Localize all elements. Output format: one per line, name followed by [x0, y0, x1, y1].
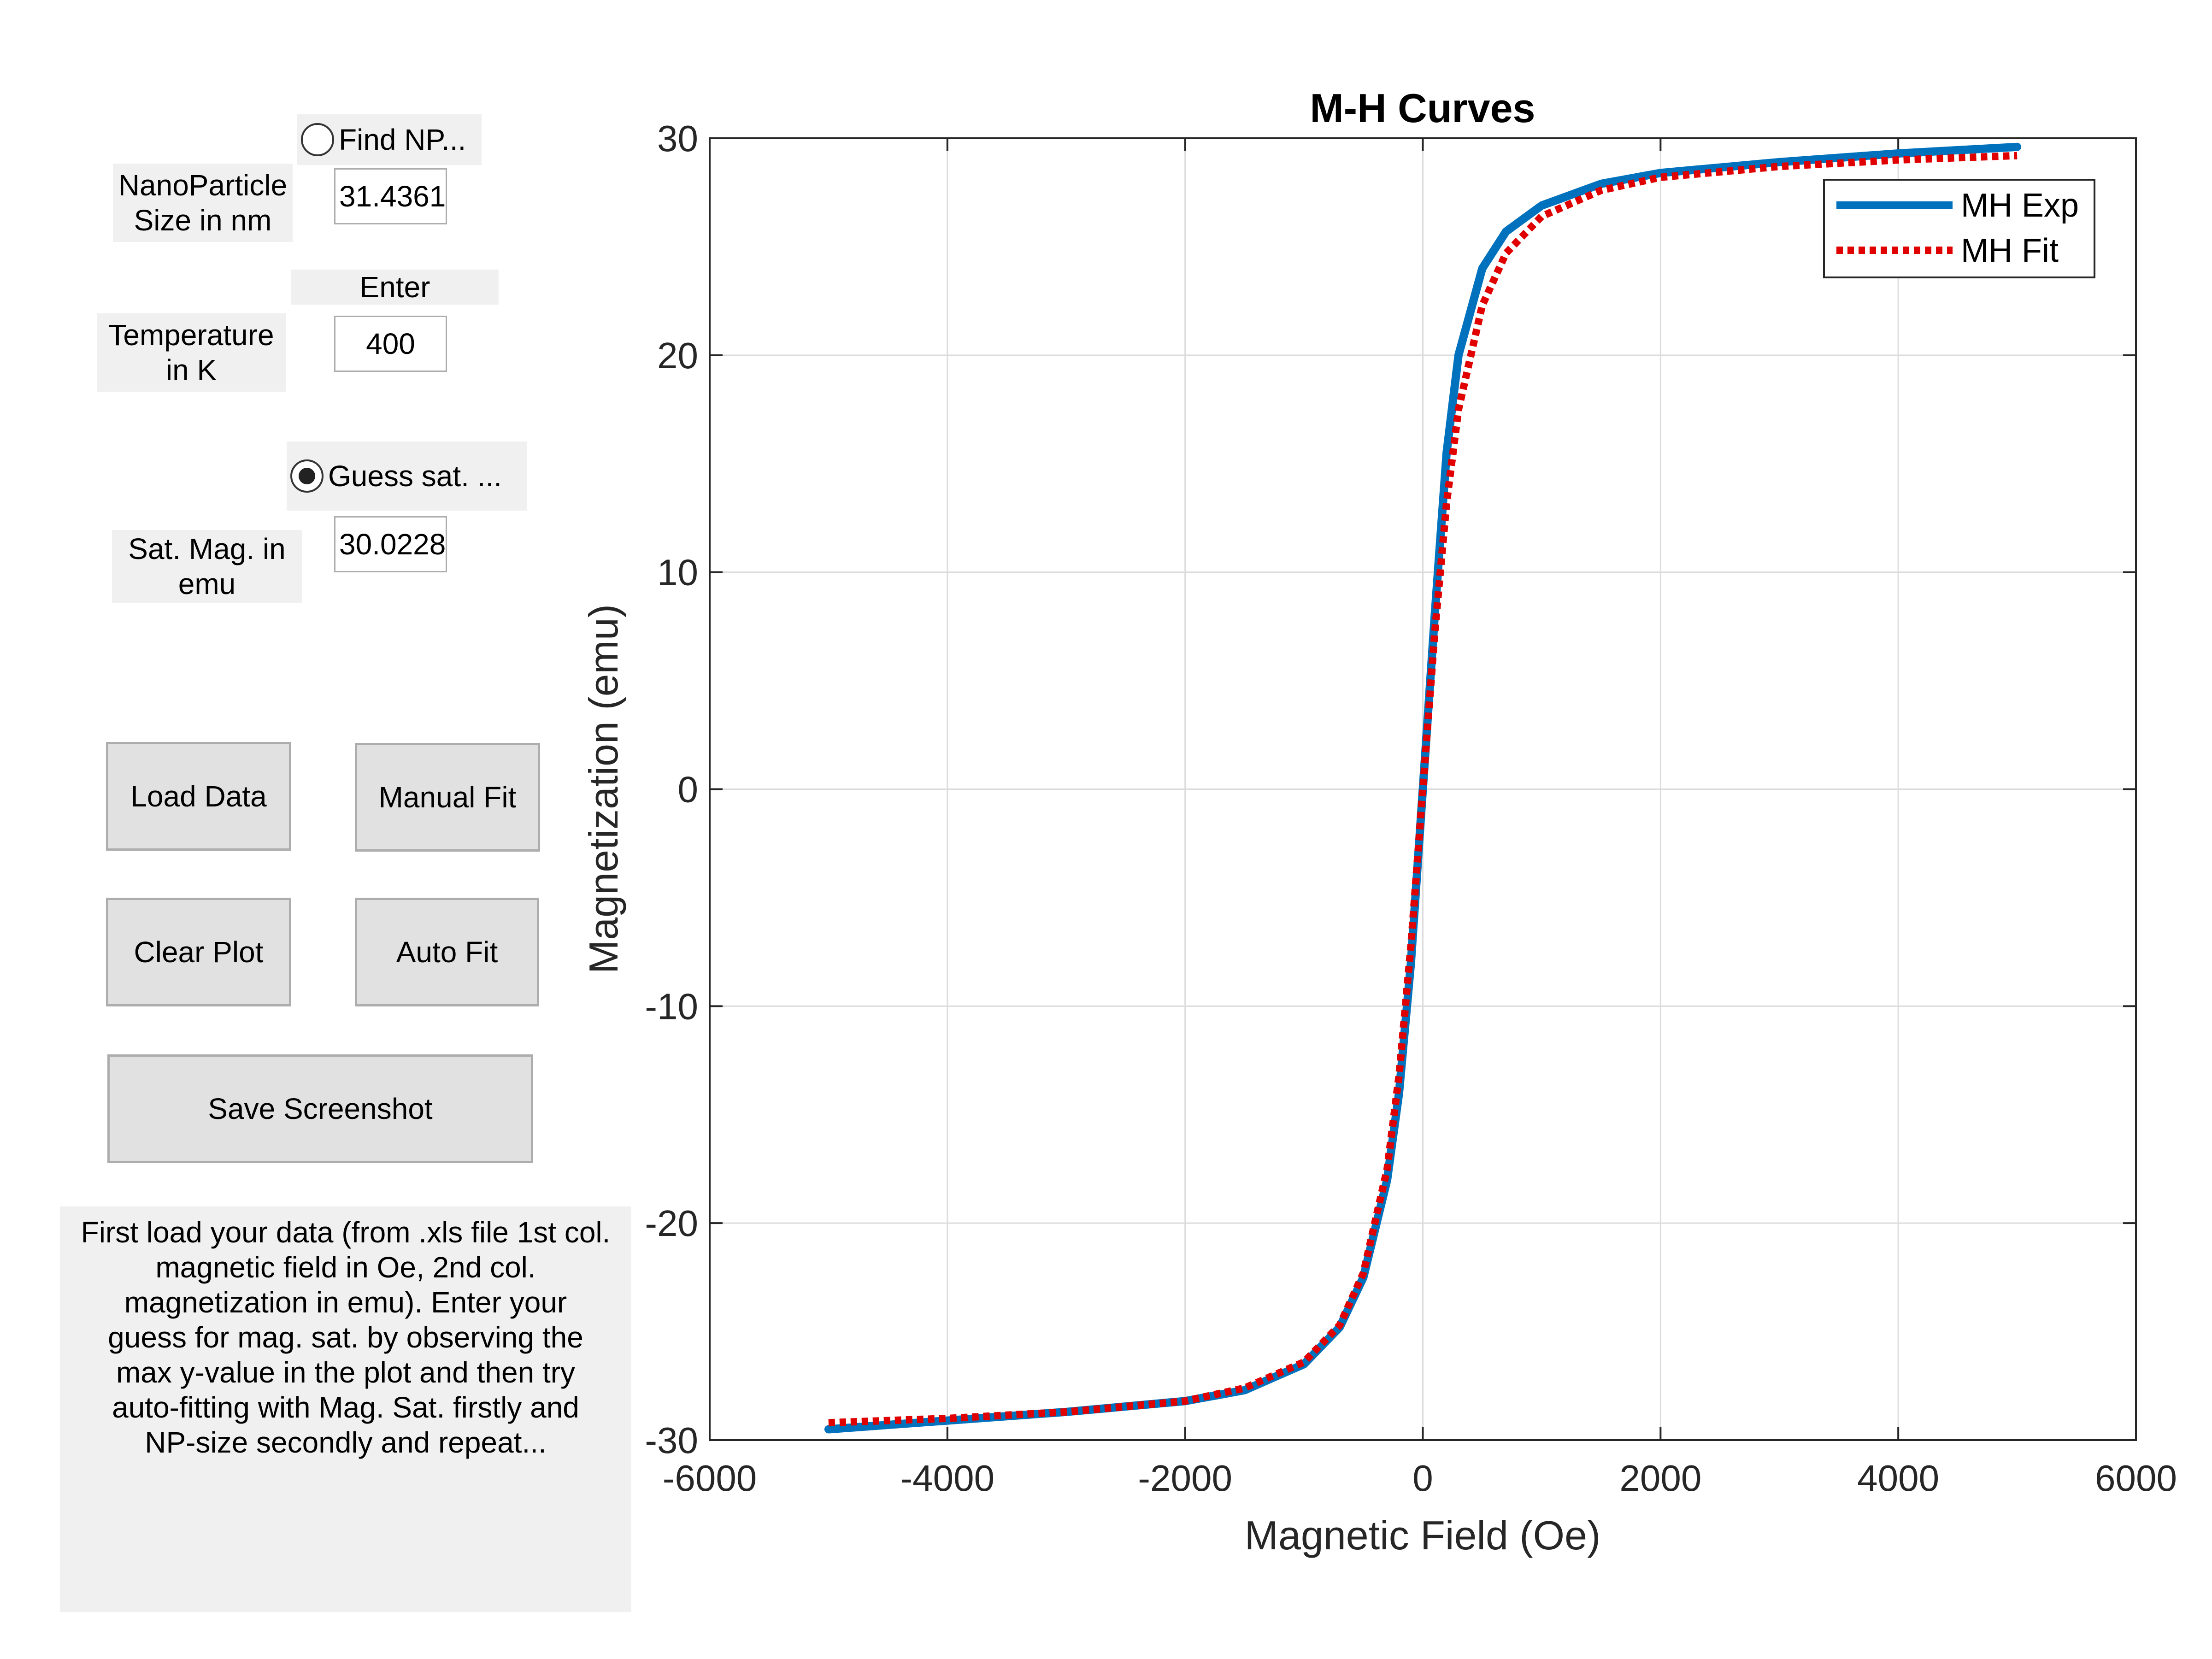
radio-selected-icon	[290, 459, 324, 493]
clear-plot-button[interactable]: Clear Plot	[106, 898, 291, 1006]
enter-label: Enter	[291, 270, 499, 305]
help-text: First load your data (from .xls file 1st…	[60, 1206, 631, 1612]
temperature-label: Temperature in K	[97, 313, 286, 392]
np-size-label: NanoParticle Size in nm	[113, 164, 293, 242]
x-tick-label: 6000	[2095, 1458, 2177, 1499]
x-tick-label: -2000	[1138, 1458, 1232, 1499]
y-axis-label: Magnetization (emu)	[581, 604, 626, 974]
series-line-mh-exp	[824, 142, 2022, 1434]
series-line-mh-fit	[828, 152, 2018, 1427]
series-lines	[824, 142, 2022, 1434]
x-tick-label: -4000	[900, 1458, 995, 1499]
y-tick-label: 0	[678, 769, 699, 810]
find-np-radio[interactable]: Find NP...	[297, 114, 482, 165]
radio-circle-icon	[301, 123, 334, 156]
load-data-button[interactable]: Load Data	[106, 742, 291, 851]
y-tick-label: 30	[657, 118, 698, 159]
manual-fit-button[interactable]: Manual Fit	[355, 743, 540, 852]
x-axis-label: Magnetic Field (Oe)	[1245, 1512, 1601, 1558]
sat-mag-label: Sat. Mag. in emu	[112, 530, 302, 603]
legend: MH Exp MH Fit	[1823, 179, 2095, 278]
y-tick-label: 10	[657, 552, 698, 593]
legend-label-mh-exp: MH Exp	[1961, 187, 2079, 224]
y-tick-label: -10	[645, 986, 698, 1027]
np-size-input[interactable]: 31.4361	[334, 168, 447, 224]
guess-sat-radio-label: Guess sat. ...	[328, 459, 502, 493]
find-np-radio-label: Find NP...	[339, 123, 466, 156]
x-tick-label: -6000	[663, 1458, 757, 1499]
legend-label-mh-fit: MH Fit	[1961, 232, 2059, 269]
auto-fit-button[interactable]: Auto Fit	[355, 898, 539, 1006]
y-tick-label: 20	[657, 335, 698, 376]
temperature-input[interactable]: 400	[334, 316, 447, 372]
chart-title: M-H Curves	[1310, 85, 1535, 131]
x-tick-label: 0	[1412, 1458, 1433, 1499]
x-tick-label: 4000	[1857, 1458, 1939, 1499]
guess-sat-radio[interactable]: Guess sat. ...	[287, 441, 527, 511]
sat-mag-input[interactable]: 30.0228	[334, 516, 447, 572]
save-screenshot-button[interactable]: Save Screenshot	[107, 1054, 533, 1163]
axis-ticks: -6000 -4000 -2000 0 2000 4000 6000 -30 -20 -10 0 10…	[645, 118, 2177, 1499]
legend-box	[1823, 179, 2095, 278]
y-tick-label: -30	[645, 1420, 698, 1461]
x-tick-label: 2000	[1619, 1458, 1701, 1499]
y-tick-label: -20	[645, 1203, 698, 1244]
